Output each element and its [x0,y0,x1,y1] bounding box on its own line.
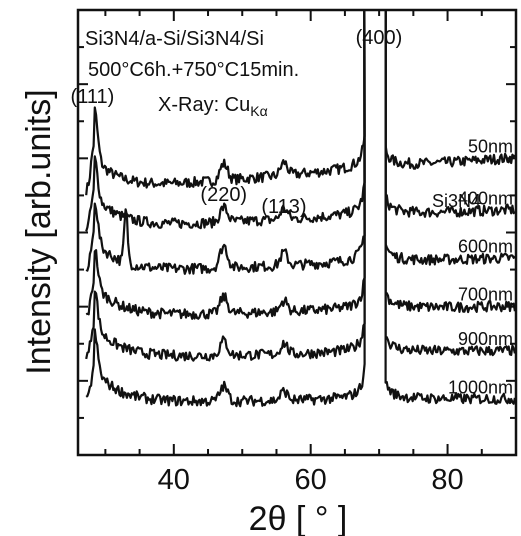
x-tick-label: 60 [295,464,327,496]
xray-prefix: X-Ray: Cu [158,94,250,116]
series-label: 700nm [458,285,513,305]
peak-label: (111) [71,86,115,108]
series-line-right [384,11,516,218]
x-axis-label: 2θ [ ° ] [249,500,348,536]
peak-label: (220) [200,184,247,206]
series-line-left [85,10,366,408]
series-line-left [85,10,366,362]
anneal-annotation: 500°C6h.+750°C15min. [88,59,299,81]
series-line-left [85,10,366,232]
series-line-right [384,11,516,405]
xray-annotation: X-Ray: CuKα [158,94,268,119]
peak-label: (113) [261,196,306,218]
series-label: 900nm [458,329,513,349]
series-label: 50nm [468,136,513,156]
y-axis-label: Intensity [arb.units] [20,89,58,374]
series-line-left [85,10,366,275]
series-line-right [384,11,516,314]
series-line-right [384,11,516,357]
series-line-left [85,10,366,320]
x-tick-label: 40 [158,464,190,496]
xray-subscript: Kα [250,103,267,119]
series-layer: 50nm 400nm 600nm 700nm 900nm 1000nm [85,10,516,408]
series-label: 600nm [458,236,513,256]
sample-annotation: Si3N4/a-Si/Si3N4/Si [85,28,264,50]
series-line-left [85,10,366,196]
series-label: 1000nm [448,377,513,397]
peak-label: (400) [356,27,403,49]
series-line-right [384,11,516,170]
legend-header: Si3N4 [432,191,481,211]
series-label: 400nm [458,188,513,208]
series-line-right [384,11,516,266]
tick-layer: 40 60 80 (111) (220) (113) (400) [71,10,517,496]
x-tick-label: 80 [431,464,463,496]
